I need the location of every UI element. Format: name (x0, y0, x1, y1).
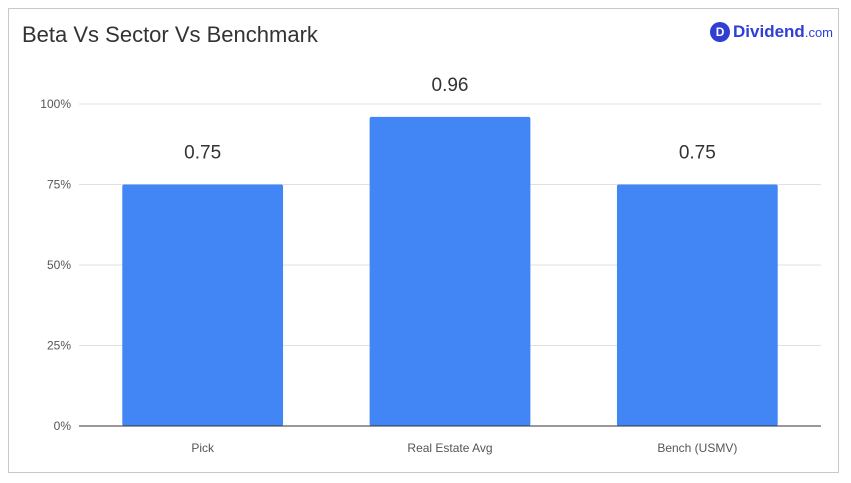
dividend-logo[interactable]: D Dividend .com (710, 20, 833, 44)
chart-title: Beta Vs Sector Vs Benchmark (22, 22, 318, 47)
bar (616, 184, 778, 426)
bar (122, 184, 284, 426)
bar (369, 116, 531, 426)
dividend-logo-tld: .com (804, 24, 833, 40)
y-tick-label: 100% (40, 97, 71, 111)
y-tick-label: 75% (47, 178, 71, 192)
x-tick-label: Real Estate Avg (407, 441, 492, 455)
x-tick-label: Bench (USMV) (657, 441, 737, 455)
bar-value-label: 0.96 (432, 75, 469, 96)
y-tick-label: 50% (47, 258, 71, 272)
bar-value-label: 0.75 (679, 143, 716, 164)
dividend-logo-word: Dividend (733, 22, 805, 41)
y-tick-label: 25% (47, 339, 71, 353)
y-tick-label: 0% (54, 419, 72, 433)
bar-value-label: 0.75 (184, 143, 221, 164)
dividend-logo-icon: D (710, 22, 731, 42)
x-tick-label: Pick (191, 441, 215, 455)
